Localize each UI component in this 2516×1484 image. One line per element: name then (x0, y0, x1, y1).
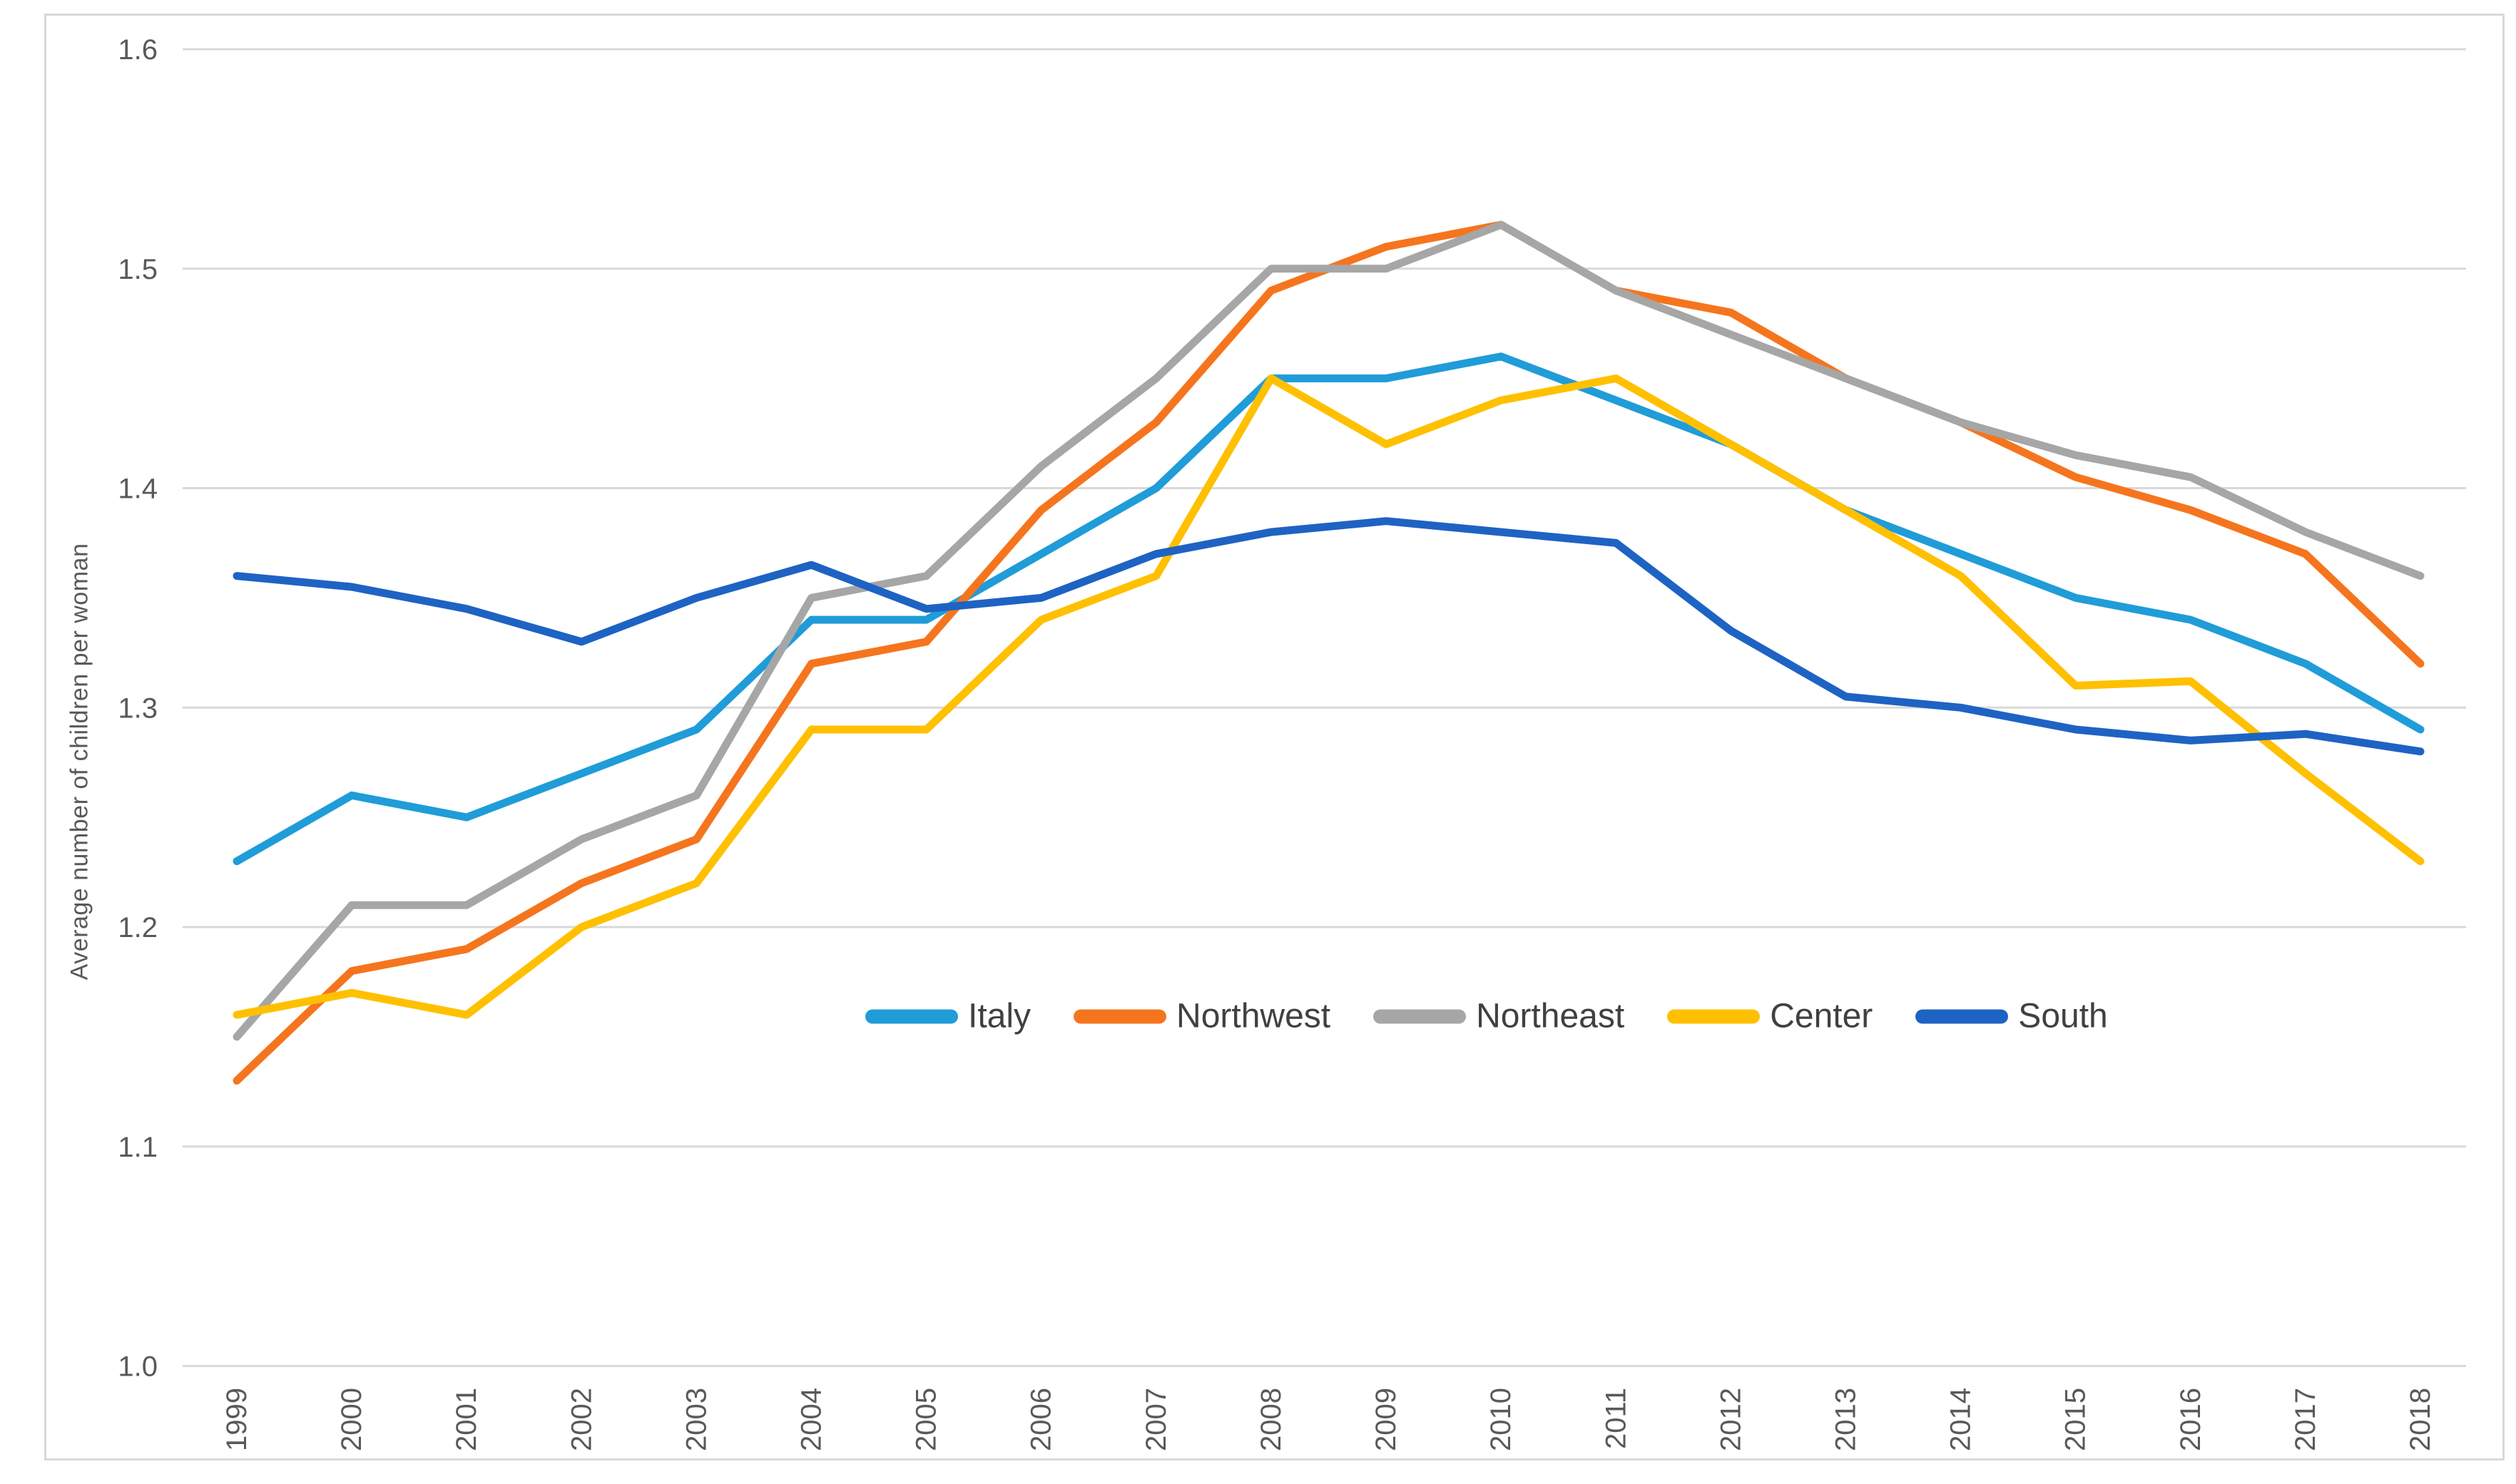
legend-swatch-italy (865, 1009, 958, 1023)
y-tick-label: 1.5 (118, 254, 158, 285)
x-tick-label: 1999 (221, 1388, 253, 1451)
x-tick-label: 2011 (1600, 1388, 1631, 1449)
y-tick-label: 1.2 (118, 912, 158, 943)
x-tick-label: 2009 (1370, 1388, 1402, 1451)
y-tick-label: 1.3 (118, 692, 158, 724)
series-line-northeast (233, 220, 2425, 1041)
y-tick-label: 1.4 (118, 474, 158, 505)
series-line-south (233, 517, 2425, 756)
y-tick-label: 1.6 (118, 34, 158, 66)
x-tick-label: 2001 (451, 1388, 482, 1451)
legend-item-northwest: Northwest (1074, 997, 1330, 1036)
x-tick-label: 2010 (1485, 1388, 1517, 1451)
legend-item-south: South (1915, 997, 2108, 1036)
legend-item-center: Center (1667, 997, 1873, 1036)
x-tick-label: 2014 (1945, 1388, 1977, 1451)
x-tick-label: 2017 (2290, 1388, 2321, 1451)
legend-label: South (2018, 997, 2108, 1035)
x-tick-label: 2013 (1830, 1388, 1861, 1451)
x-tick-label: 2018 (2405, 1388, 2436, 1451)
x-tick-label: 2005 (911, 1388, 942, 1451)
x-tick-label: 2004 (796, 1388, 827, 1451)
x-tick-label: 2003 (681, 1388, 712, 1451)
legend-swatch-center (1667, 1009, 1761, 1023)
legend-swatch-northwest (1074, 1009, 1167, 1023)
series-line-italy (233, 352, 2425, 866)
x-tick-label: 2016 (2175, 1388, 2206, 1451)
legend-item-northeast: Northeast (1373, 997, 1624, 1036)
x-tick-label: 2007 (1141, 1388, 1172, 1451)
legend: Italy Northwest Northeast Center South (865, 997, 2108, 1036)
series-line-center (233, 374, 2425, 1019)
legend-swatch-northeast (1373, 1009, 1467, 1023)
y-tick-label: 1.0 (118, 1351, 158, 1383)
legend-label: Center (1770, 997, 1873, 1035)
legend-label: Northeast (1476, 997, 1625, 1035)
y-tick-label: 1.1 (118, 1132, 158, 1163)
x-tick-label: 2006 (1026, 1388, 1057, 1451)
x-tick-label: 2015 (2060, 1388, 2092, 1451)
x-tick-label: 2008 (1256, 1388, 1287, 1451)
x-tick-label: 2000 (336, 1388, 367, 1451)
x-tick-label: 2012 (1715, 1388, 1746, 1451)
x-tick-label: 2002 (566, 1388, 597, 1451)
legend-swatch-south (1915, 1009, 2009, 1023)
legend-label: Italy (968, 997, 1032, 1035)
legend-item-italy: Italy (865, 997, 1031, 1036)
legend-label: Northwest (1176, 997, 1331, 1035)
series-line-northwest (233, 220, 2425, 1085)
